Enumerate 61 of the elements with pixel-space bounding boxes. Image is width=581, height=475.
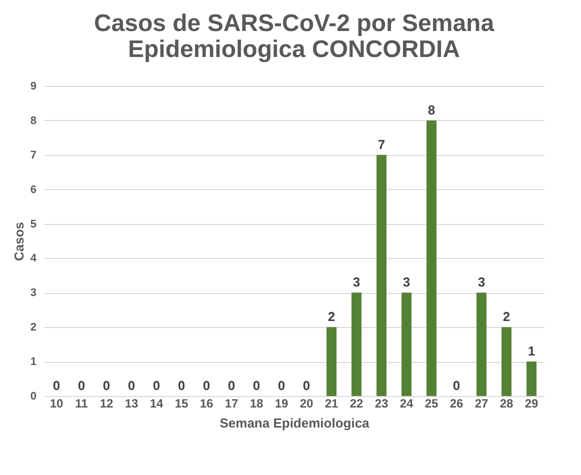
x-tick-label: 19 [274, 396, 288, 410]
x-tick-label: 22 [350, 396, 364, 410]
y-tick-label: 6 [30, 184, 36, 196]
bar [376, 154, 386, 396]
data-label: 2 [502, 309, 510, 324]
data-label: 0 [302, 378, 310, 393]
y-tick-label: 1 [30, 356, 36, 368]
bar [326, 327, 336, 396]
x-tick-label: 29 [524, 396, 538, 410]
x-tick-label: 14 [150, 396, 164, 410]
bar [502, 327, 512, 396]
chart-title: Casos de SARS-CoV-2 por Semana Epidemiologica CONCORDIA [94, 10, 495, 63]
data-label: 3 [478, 274, 486, 290]
data-label: 3 [402, 274, 410, 290]
x-tick-label: 12 [100, 396, 114, 410]
y-tick-label: 0 [30, 390, 36, 402]
data-label: 8 [428, 102, 436, 118]
data-label: 7 [378, 136, 386, 152]
data-label: 0 [202, 378, 210, 393]
y-tick-label: 8 [30, 114, 36, 127]
x-tick-label: 15 [174, 396, 188, 410]
y-tick-label: 7 [30, 149, 36, 162]
x-tick-label: 23 [374, 396, 388, 410]
x-tick-label: 24 [400, 396, 414, 410]
data-label: 0 [228, 378, 236, 393]
x-tick-label: 18 [250, 396, 264, 410]
y-tick-label: 5 [30, 218, 36, 230]
data-label: 0 [452, 378, 460, 393]
data-label: 0 [78, 378, 86, 393]
y-tick-label: 2 [30, 322, 36, 334]
x-tick-label: 21 [324, 396, 338, 410]
data-label: 0 [152, 378, 160, 393]
bar [426, 120, 436, 396]
data-label: 0 [128, 378, 136, 393]
bar [526, 362, 536, 396]
x-tick-label: 27 [474, 396, 488, 410]
x-tick-label: 26 [450, 396, 464, 410]
x-axis-title: Semana Epidemiologica [220, 416, 370, 430]
data-label: 0 [178, 378, 186, 393]
data-label: 0 [52, 378, 60, 393]
y-tick-label: 9 [30, 80, 36, 92]
data-label: 3 [352, 274, 360, 290]
y-axis-title: Casos [11, 222, 26, 262]
x-tick-label: 28 [500, 396, 514, 410]
bar [352, 292, 362, 396]
y-tick-label: 4 [30, 252, 38, 265]
x-tick-label: 11 [75, 396, 88, 410]
bar [402, 292, 412, 396]
y-tick-label: 3 [30, 287, 36, 300]
data-label: 0 [102, 378, 110, 393]
x-tick-label: 17 [224, 396, 238, 410]
data-label: 0 [252, 378, 260, 393]
x-tick-label: 13 [124, 396, 138, 410]
x-tick-label: 16 [200, 396, 214, 410]
data-label: 0 [278, 378, 286, 393]
x-tick-label: 25 [424, 396, 438, 410]
data-label: 1 [528, 344, 536, 359]
x-tick-label: 20 [300, 396, 314, 410]
bar [476, 292, 486, 396]
data-label: 2 [328, 309, 336, 324]
x-tick-label: 10 [50, 396, 64, 410]
